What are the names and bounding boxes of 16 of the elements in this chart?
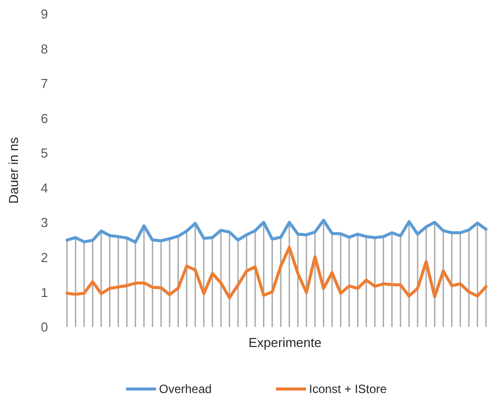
y-tick-label: 6	[40, 110, 48, 126]
y-tick-label: 7	[40, 76, 48, 92]
x-axis-title: Experimente	[248, 335, 322, 350]
legend-label: Iconst + IStore	[309, 382, 388, 396]
y-tick-label: 4	[40, 180, 48, 196]
legend-label: Overhead	[159, 382, 212, 396]
y-tick-label: 3	[40, 215, 48, 230]
line-series	[66, 246, 488, 300]
y-tick-label: 9	[40, 6, 48, 22]
y-tick-label: 8	[40, 41, 48, 56]
y-tick-label: 1	[40, 284, 48, 300]
y-axis-title: Dauer in ns	[6, 136, 21, 204]
y-tick-label: 0	[40, 320, 48, 335]
y-tick-label: 5	[40, 146, 48, 161]
line-series	[66, 218, 488, 244]
y-tick-label: 2	[40, 250, 48, 265]
